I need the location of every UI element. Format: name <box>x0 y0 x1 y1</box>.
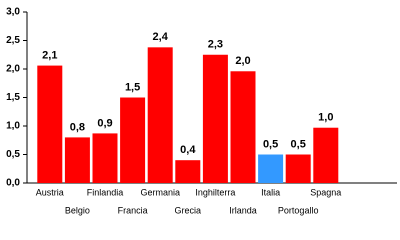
value-label: 0,5 <box>263 138 278 150</box>
value-label: 0,5 <box>291 138 306 150</box>
value-label: 0,9 <box>97 117 112 129</box>
value-label: 2,3 <box>208 39 223 51</box>
x-tick-label: Inghilterra <box>195 187 235 197</box>
y-tick-label: 1,5 <box>6 92 20 103</box>
value-label: 0,4 <box>180 144 196 156</box>
y-tick-label: 2,0 <box>6 64 20 75</box>
x-tick-label: Grecia <box>175 205 202 215</box>
x-tick-label: Portogallo <box>278 205 319 215</box>
value-label: 1,0 <box>318 112 333 124</box>
x-tick-label: Belgio <box>65 205 90 215</box>
y-tick-label: 0,0 <box>6 178 20 189</box>
y-tick-label: 1,0 <box>6 121 20 132</box>
bar <box>37 65 63 183</box>
bar <box>313 127 339 183</box>
bar <box>147 47 173 184</box>
bar <box>202 54 228 183</box>
value-label: 2,1 <box>42 49 57 61</box>
x-tick-label: Francia <box>118 205 148 215</box>
y-tick-label: 0,5 <box>6 149 20 160</box>
bar <box>258 154 284 183</box>
x-tick-label: Italia <box>261 187 280 197</box>
bar <box>230 71 256 183</box>
page: {"chart_data": {"type": "bar", "categori… <box>6 6 397 216</box>
bar <box>64 137 90 183</box>
value-label: 1,5 <box>125 81 140 93</box>
y-tick-label: 2,5 <box>6 35 20 46</box>
x-tick-label: Spagna <box>310 187 341 197</box>
bar <box>92 133 118 183</box>
bar <box>285 154 311 183</box>
bar <box>120 97 146 183</box>
x-tick-label: Germania <box>140 187 180 197</box>
value-label: 2,4 <box>153 31 169 43</box>
x-tick-label: Irlanda <box>229 205 257 215</box>
bar <box>175 160 201 183</box>
value-label: 2,0 <box>235 55 250 67</box>
x-tick-label: Austria <box>36 187 64 197</box>
x-tick-label: Finlandia <box>87 187 124 197</box>
y-tick-label: 3,0 <box>6 7 20 18</box>
chart: 0,0 0,5 1,0 1,5 2,0 2,5 3,0 2,1 Austria 0,8 Belgio… <box>6 7 397 215</box>
value-label: 0,8 <box>70 121 85 133</box>
